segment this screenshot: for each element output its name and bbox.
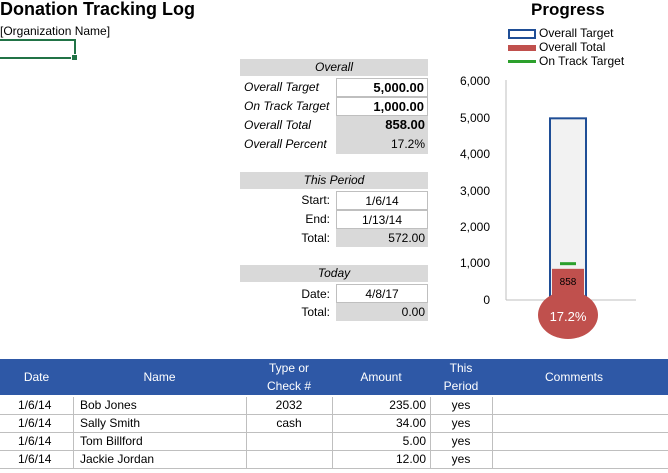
overall-header: Overall	[240, 59, 428, 76]
col-type-header-line1: Type or	[268, 361, 310, 375]
col-comments-header[interactable]: Comments	[544, 370, 603, 384]
row-date[interactable]: 1/6/14	[18, 434, 52, 448]
row-type[interactable]: cash	[276, 416, 302, 430]
row-date[interactable]: 1/6/14	[18, 398, 52, 412]
thermometer-bulb	[538, 291, 598, 339]
legend-overall-total-swatch	[508, 44, 536, 51]
organization-name[interactable]: [Organization Name]	[0, 24, 111, 38]
col-period-header[interactable]: This Period	[430, 359, 492, 395]
on-track-target-label: On Track Target	[244, 99, 330, 113]
table-row[interactable]: 1/6/14 Bob Jones 2032 235.00 yes	[0, 397, 668, 415]
table-row[interactable]: 1/6/14 Tom Billford 5.00 yes	[0, 433, 668, 451]
today-date-label: Date:	[301, 287, 330, 301]
y-tick-6000: 6,000	[459, 74, 490, 88]
legend-on-track-label: On Track Target	[539, 54, 625, 68]
legend-overall-total-label: Overall Total	[539, 40, 606, 54]
legend-overall-target: Overall Target	[508, 26, 624, 40]
on-track-target-value[interactable]: 1,000.00	[336, 97, 428, 116]
col-type-header-line2: Check #	[266, 379, 312, 393]
row-period: yes	[451, 416, 471, 430]
today-total-label: Total:	[301, 305, 330, 319]
start-label: Start:	[301, 193, 330, 207]
y-tick-1000: 1,000	[459, 256, 490, 270]
today-header: Today	[240, 265, 428, 282]
row-name[interactable]: Jackie Jordan	[80, 452, 155, 466]
chart-title: Progress	[531, 0, 605, 19]
legend-overall-total: Overall Total	[508, 40, 624, 54]
table-row[interactable]: 1/6/14 Sally Smith cash 34.00 yes	[0, 415, 668, 433]
start-date-value[interactable]: 1/6/14	[336, 191, 428, 210]
y-tick-0: 0	[483, 293, 490, 307]
y-tick-3000: 3,000	[459, 184, 490, 198]
y-tick-5000: 5,000	[459, 111, 490, 125]
legend-overall-target-label: Overall Target	[539, 26, 614, 40]
overall-target-label: Overall Target	[244, 80, 319, 94]
end-date-value[interactable]: 1/13/14	[336, 210, 428, 229]
today-date-value[interactable]: 4/8/17	[336, 284, 428, 303]
today-total-value: 0.00	[336, 303, 428, 321]
chart-legend: Overall Target Overall Total On Track Ta…	[508, 26, 624, 68]
period-total-label: Total:	[301, 231, 330, 245]
row-date[interactable]: 1/6/14	[18, 452, 52, 466]
page-title: Donation Tracking Log	[0, 0, 196, 19]
row-amount[interactable]: 34.00	[395, 416, 426, 430]
row-date[interactable]: 1/6/14	[18, 416, 52, 430]
overall-target-value[interactable]: 5,000.00	[336, 78, 428, 97]
col-name-header[interactable]: Name	[143, 370, 176, 384]
progress-thermometer-chart: 858 17.2%	[505, 80, 636, 339]
overall-total-label: Overall Total	[244, 118, 311, 132]
legend-overall-target-swatch	[508, 28, 536, 39]
y-tick-4000: 4,000	[459, 147, 490, 161]
row-type[interactable]: 2032	[275, 398, 303, 412]
bulb-percent-label: 17.2%	[550, 309, 587, 324]
overall-total-value: 858.00	[336, 116, 428, 135]
col-date-header[interactable]: Date	[23, 370, 50, 384]
row-name[interactable]: Sally Smith	[80, 416, 141, 430]
row-name[interactable]: Bob Jones	[80, 398, 137, 412]
y-tick-2000: 2,000	[459, 220, 490, 234]
row-period: yes	[451, 434, 471, 448]
row-period: yes	[451, 398, 471, 412]
period-total-value: 572.00	[336, 229, 428, 247]
legend-on-track-swatch	[508, 60, 536, 64]
table-header: Date Name Type or Check # Amount This Pe…	[0, 359, 668, 395]
row-name[interactable]: Tom Billford	[80, 434, 143, 448]
legend-on-track-target: On Track Target	[508, 54, 624, 68]
table-row[interactable]: 1/6/14 Jackie Jordan 12.00 yes	[0, 451, 668, 469]
col-amount-header[interactable]: Amount	[360, 370, 402, 384]
this-period-header: This Period	[240, 172, 428, 189]
row-amount[interactable]: 235.00	[389, 398, 426, 412]
overall-percent-value: 17.2%	[336, 135, 428, 154]
col-type-header[interactable]: Type or Check #	[246, 359, 332, 395]
row-period: yes	[451, 452, 471, 466]
selected-cell[interactable]	[0, 39, 78, 61]
row-amount[interactable]: 12.00	[395, 452, 426, 466]
col-period-header-line1: This	[449, 361, 473, 375]
row-amount[interactable]: 5.00	[402, 434, 426, 448]
col-period-header-line2: Period	[443, 379, 479, 393]
bar-value-label: 858	[560, 277, 577, 288]
end-label: End:	[305, 212, 330, 226]
overall-percent-label: Overall Percent	[244, 137, 327, 151]
